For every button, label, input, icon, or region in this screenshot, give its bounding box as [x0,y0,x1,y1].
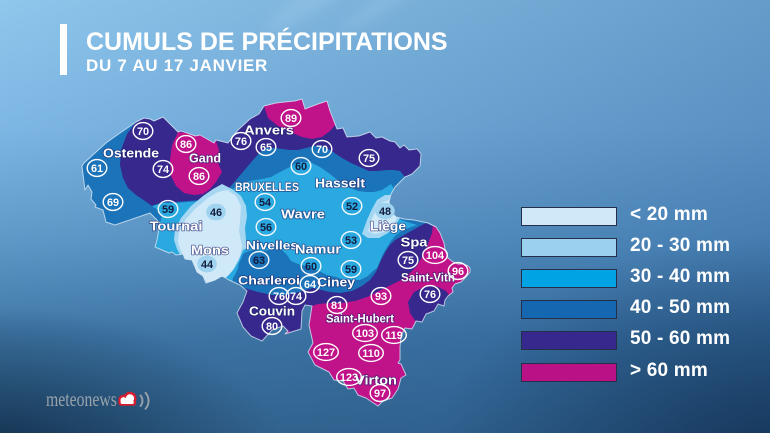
svg-text:61: 61 [91,163,103,175]
svg-text:BRUXELLES: BRUXELLES [235,180,299,194]
svg-text:Liège: Liège [370,219,406,234]
svg-text:56: 56 [260,222,272,234]
svg-text:86: 86 [193,171,205,183]
svg-text:74: 74 [157,164,169,176]
svg-text:70: 70 [137,126,149,138]
svg-text:80: 80 [266,321,278,333]
svg-text:Hasselt: Hasselt [315,176,366,191]
svg-text:59: 59 [345,264,357,276]
svg-text:75: 75 [402,255,414,267]
svg-text:Namur: Namur [295,242,341,257]
svg-text:Couvin: Couvin [249,304,295,319]
svg-text:Ostende: Ostende [103,146,159,161]
svg-text:104: 104 [426,250,444,262]
svg-text:70: 70 [316,144,328,156]
svg-text:54: 54 [259,197,271,209]
svg-text:93: 93 [375,291,387,303]
svg-text:86: 86 [180,139,192,151]
svg-text:46: 46 [210,207,222,219]
svg-text:76: 76 [424,289,436,301]
svg-text:44: 44 [201,259,213,271]
svg-text:103: 103 [356,328,374,340]
svg-text:Wavre: Wavre [281,207,325,222]
svg-text:Anvers: Anvers [244,123,294,138]
svg-text:52: 52 [346,201,358,213]
svg-text:96: 96 [452,266,464,278]
svg-text:89: 89 [285,113,297,125]
svg-text:Mons: Mons [191,243,229,258]
svg-text:65: 65 [260,142,272,154]
svg-text:60: 60 [295,161,307,173]
svg-text:Charleroi: Charleroi [238,273,300,287]
svg-text:81: 81 [331,300,343,312]
svg-text:76: 76 [235,136,247,148]
svg-text:76: 76 [273,291,285,303]
svg-text:123: 123 [340,372,358,384]
svg-text:75: 75 [363,153,375,165]
svg-text:127: 127 [317,347,335,359]
svg-text:Virton: Virton [355,373,397,388]
svg-text:Nivelles: Nivelles [246,238,298,252]
svg-text:97: 97 [374,388,386,400]
svg-text:Spa: Spa [401,235,429,250]
svg-text:Ciney: Ciney [317,275,356,290]
svg-text:Gand: Gand [189,151,221,166]
svg-text:Saint-Hubert: Saint-Hubert [326,311,394,325]
svg-text:Tournai: Tournai [150,219,203,234]
svg-text:48: 48 [379,206,391,218]
svg-text:69: 69 [107,197,119,209]
svg-text:53: 53 [345,235,357,247]
svg-text:63: 63 [253,255,265,267]
svg-text:60: 60 [305,261,317,273]
svg-text:64: 64 [304,279,316,291]
svg-text:59: 59 [162,204,174,216]
svg-text:74: 74 [290,291,302,303]
svg-text:Saint-Vith: Saint-Vith [401,270,455,284]
svg-text:110: 110 [362,348,380,360]
svg-text:119: 119 [385,330,403,342]
